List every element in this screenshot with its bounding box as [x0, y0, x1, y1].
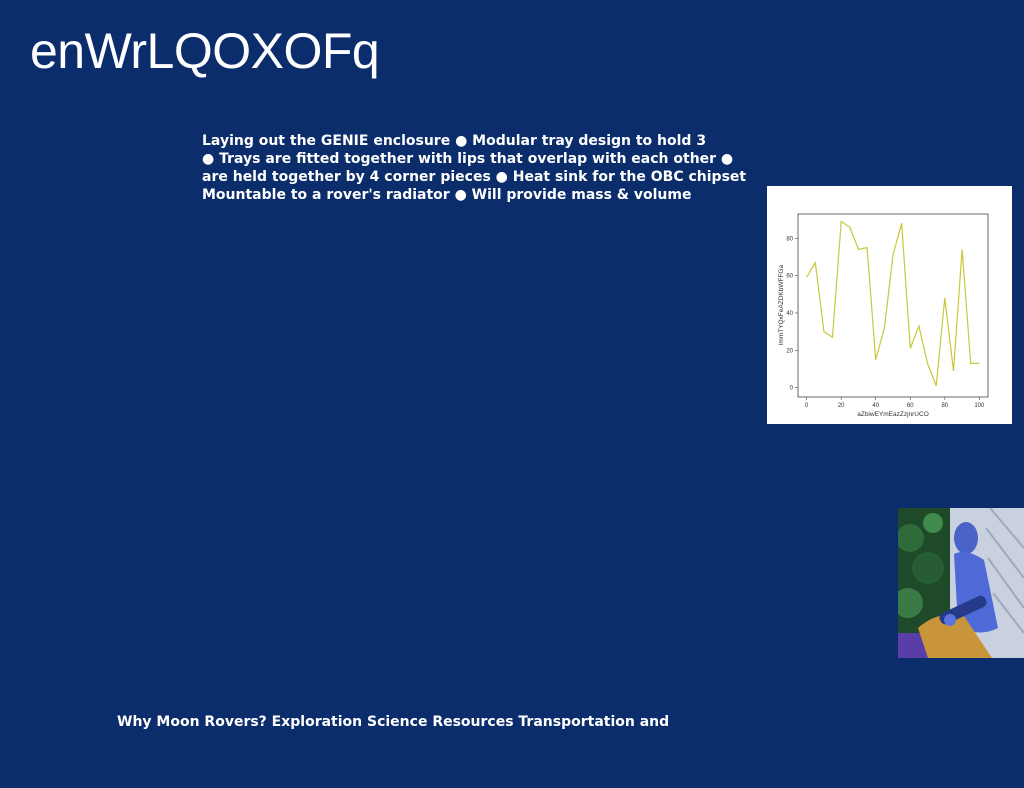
- bullet-line: ● Trays are fitted together with lips th…: [202, 151, 734, 167]
- person-photo: [898, 508, 1024, 658]
- series-line: [806, 220, 980, 387]
- x-tick-label: 60: [907, 403, 914, 409]
- person-playing-instrument-image: [898, 508, 1024, 658]
- x-tick-label: 80: [941, 403, 948, 409]
- y-tick-label: 60: [786, 274, 793, 280]
- y-axis-label: lmmTYQxFeAZDKbWFFGa: [778, 265, 785, 346]
- x-tick-label: 0: [805, 403, 809, 409]
- bullet-text: Laying out the GENIE enclosure ● Modular…: [202, 132, 772, 204]
- bullet-line: Mountable to a rover's radiator ● Will p…: [202, 187, 692, 203]
- x-tick-label: 100: [974, 403, 985, 409]
- line-chart: 0 20 40 60 80 100 0 20 40 60 80 aZbiwEYmEazZzjnrUC…: [778, 213, 989, 418]
- y-tick-label: 80: [786, 236, 793, 242]
- y-tick-label: 20: [786, 348, 793, 354]
- footer-text: Why Moon Rovers? Exploration Science Res…: [117, 714, 670, 730]
- slide-title: enWrLQOXOFq: [30, 23, 380, 79]
- y-tick-label: 0: [790, 386, 794, 392]
- x-tick-label: 20: [838, 403, 845, 409]
- plot-frame: [797, 213, 989, 398]
- y-tick-label: 40: [786, 311, 793, 317]
- line-chart-panel: 0 20 40 60 80 100 0 20 40 60 80 aZbiwEYmEazZzjnrUC…: [767, 186, 1012, 424]
- x-tick-label: 40: [872, 403, 879, 409]
- x-axis-label: aZbiwEYmEazZzjnrUCO: [857, 411, 929, 418]
- bullet-line: Laying out the GENIE enclosure ● Modular…: [202, 133, 707, 149]
- bullet-line: are held together by 4 corner pieces ● H…: [202, 169, 747, 185]
